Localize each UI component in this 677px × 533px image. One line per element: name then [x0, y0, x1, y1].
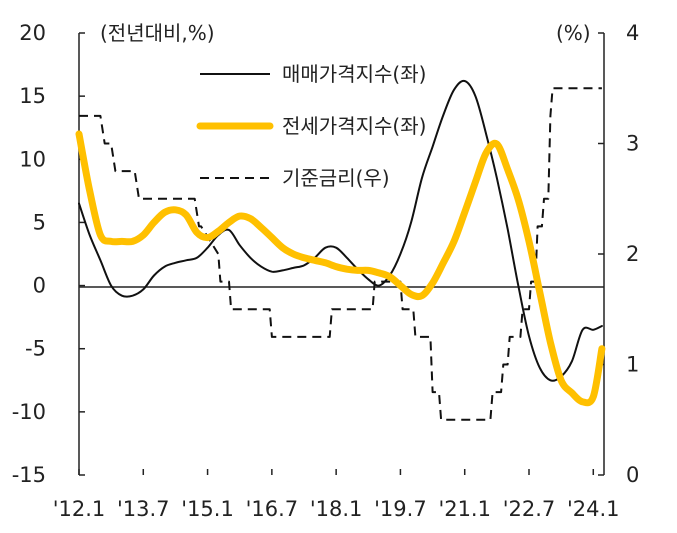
legend-label-sales: 매매가격지수(좌)	[282, 62, 426, 86]
x-axis-tick-label: '22.7	[503, 497, 556, 521]
right-axis-tick-label: 1	[626, 353, 639, 377]
x-axis-tick-label: '13.7	[117, 497, 170, 521]
x-axis-tick-label: '24.1	[567, 497, 620, 521]
tick-layer: 20151050-5-10-1543210'12.1'13.7'15.1'16.…	[12, 21, 640, 521]
series-layer	[75, 79, 606, 421]
legend: 매매가격지수(좌) 전세가격지수(좌) 기준금리(우)	[196, 62, 426, 190]
left-axis-tick-label: 5	[33, 210, 46, 234]
series-line-sales	[78, 79, 603, 382]
left-axis-tick-label: -15	[12, 463, 46, 487]
x-axis-tick-label: '21.1	[438, 497, 491, 521]
left-axis-unit-label: (전년대비,%)	[100, 21, 215, 45]
right-axis-tick-label: 0	[626, 463, 639, 487]
left-axis-tick-label: 0	[33, 274, 46, 298]
x-axis-tick-label: '18.1	[310, 497, 363, 521]
legend-label-jeonse: 전세가격지수(좌)	[282, 114, 426, 138]
right-axis-tick-label: 3	[626, 132, 639, 156]
legend-label-rate: 기준금리(우)	[282, 166, 390, 190]
left-axis-tick-label: 20	[19, 21, 46, 45]
series-line-jeonse	[75, 130, 606, 407]
x-axis-tick-label: '15.1	[181, 497, 234, 521]
x-axis-tick-label: '19.7	[374, 497, 427, 521]
left-axis-tick-label: -5	[25, 337, 46, 361]
left-axis-tick-label: 15	[19, 84, 46, 108]
left-axis-tick-label: 10	[19, 147, 46, 171]
series-line-rate	[79, 87, 602, 421]
x-axis-tick-label: '12.1	[53, 497, 106, 521]
x-axis-tick-label: '16.7	[246, 497, 299, 521]
right-axis-tick-label: 2	[626, 242, 639, 266]
right-axis-tick-label: 4	[626, 21, 639, 45]
left-axis-tick-label: -10	[12, 400, 46, 424]
right-axis-unit-label: (%)	[556, 21, 591, 45]
